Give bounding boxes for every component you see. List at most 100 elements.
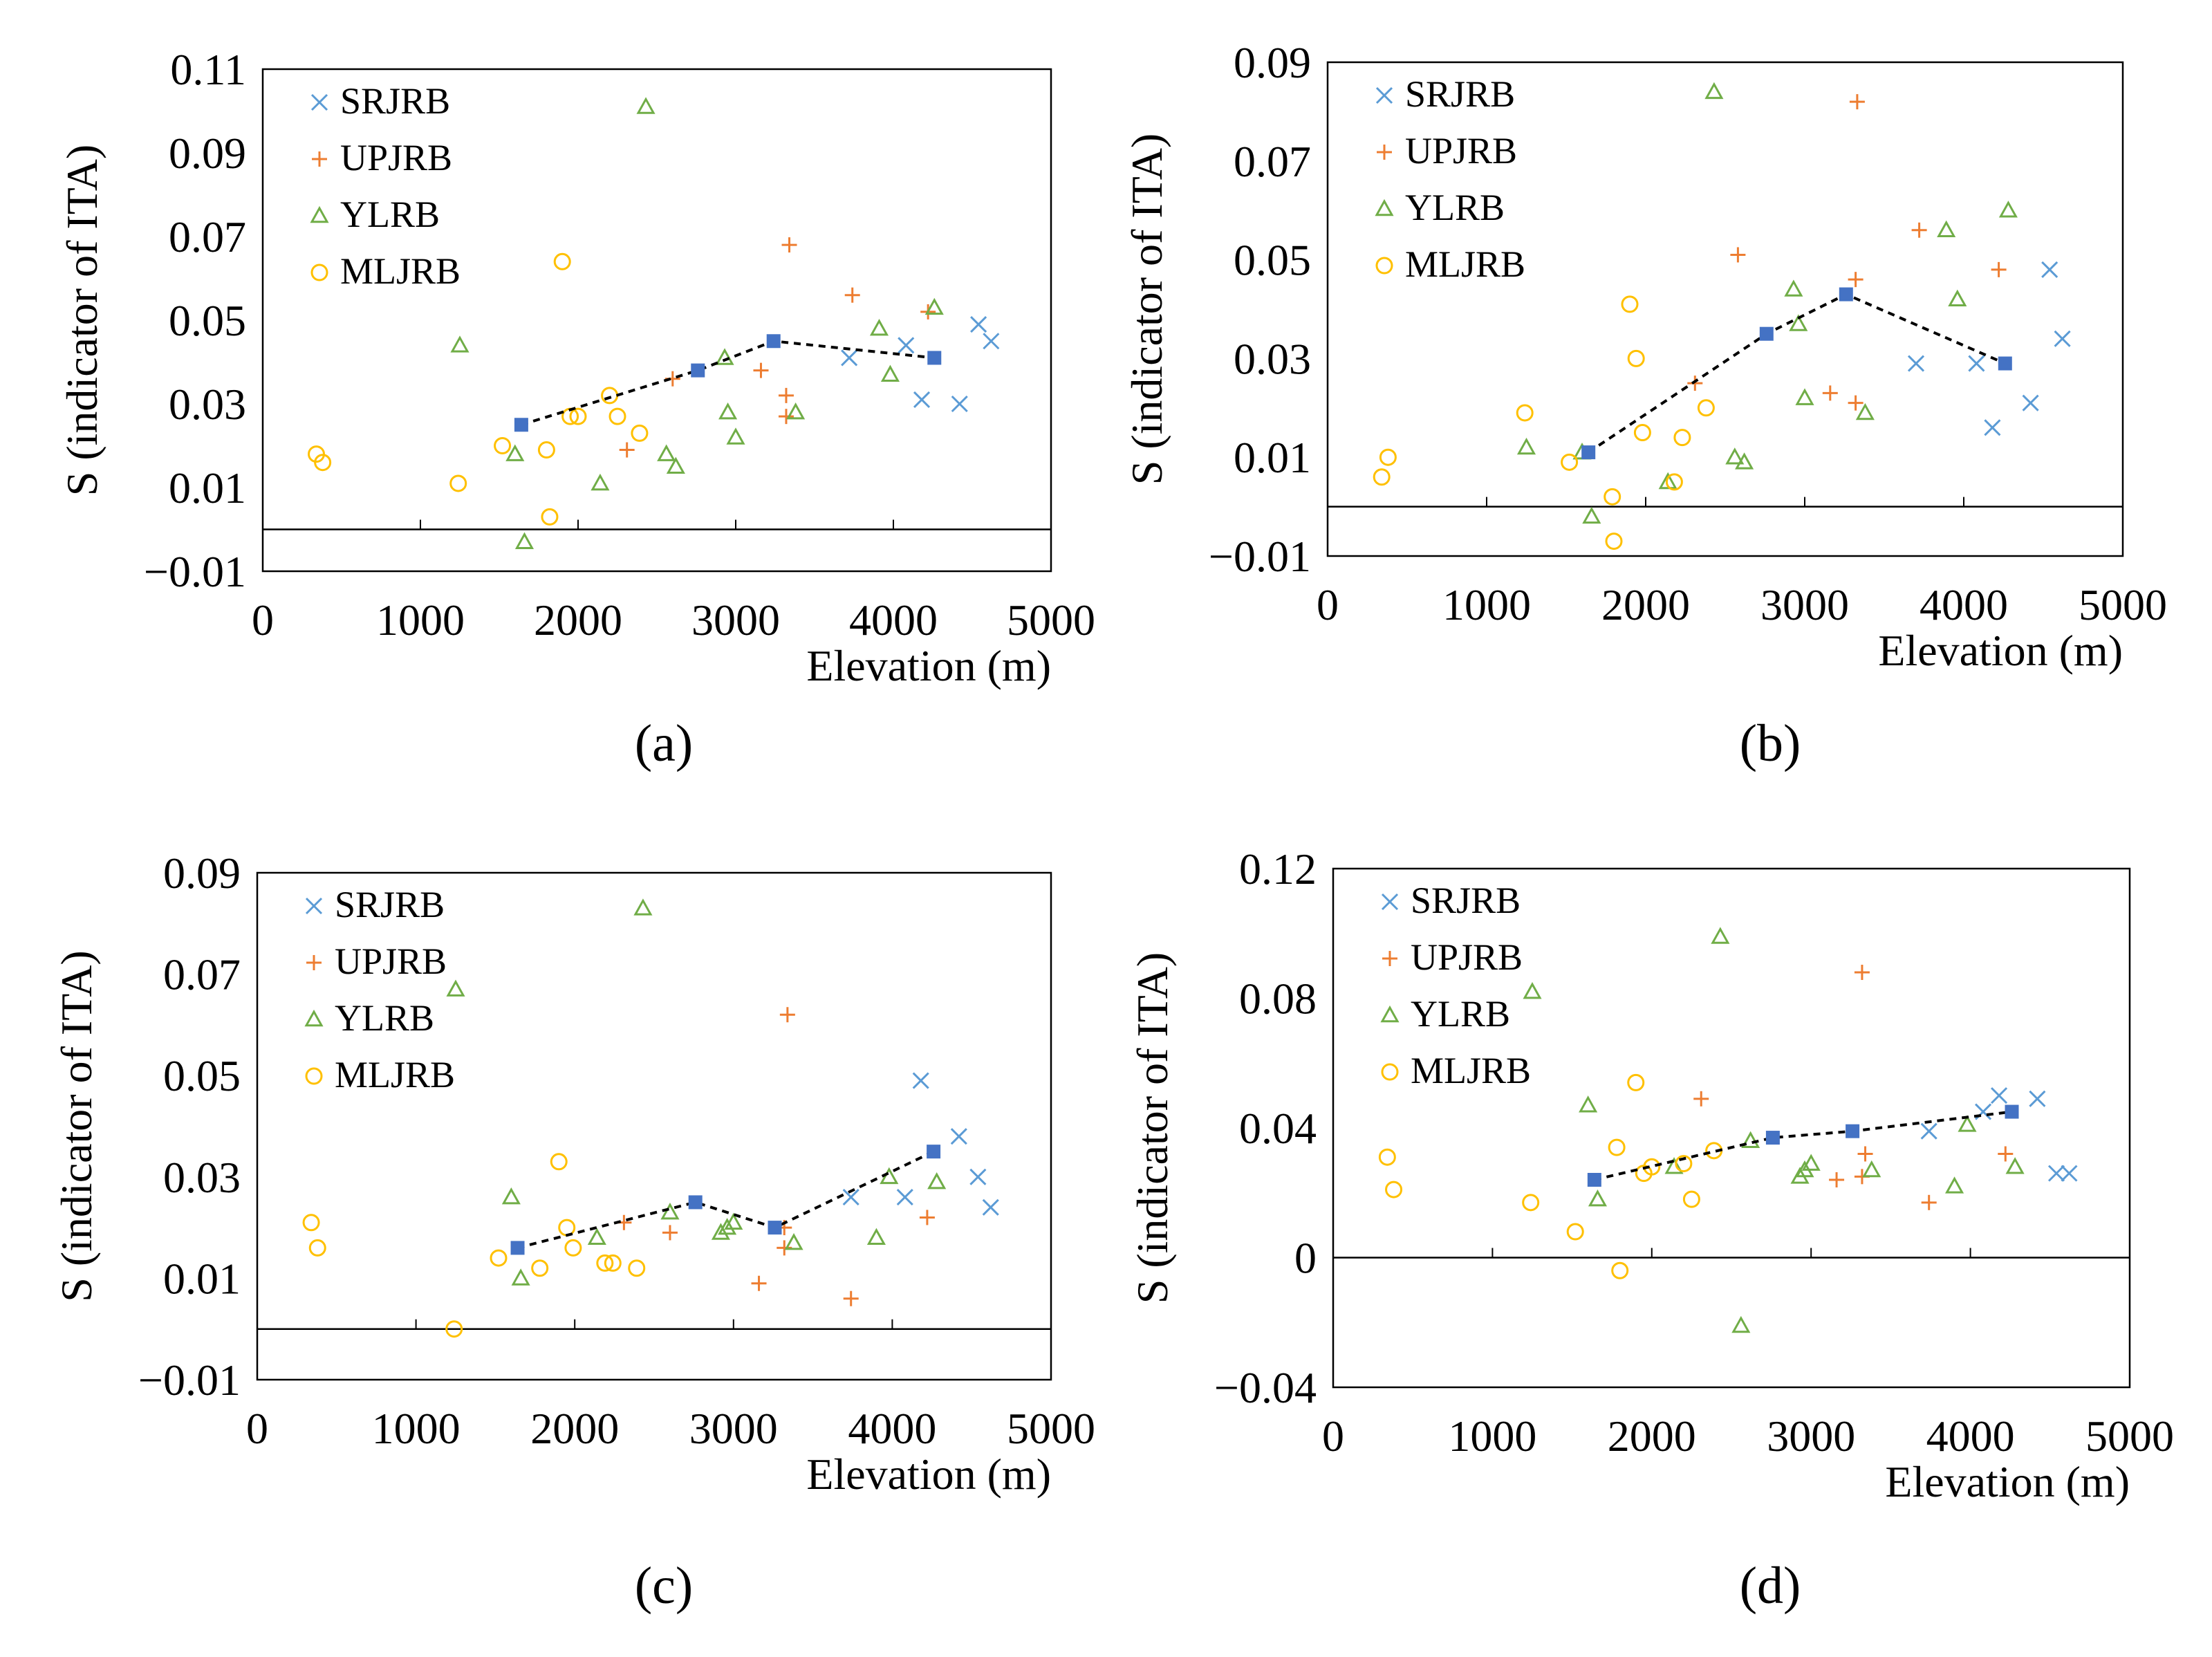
panel-c-point-mljrb [302,1214,320,1232]
panel-d-x-tick-label: 4000 [1926,1411,2015,1461]
panel-b-trend-marker [1839,287,1853,302]
panel-a-trend-marker [927,351,942,365]
panel-b-y-tick-label: 0.07 [1234,137,1311,186]
panel-d-series-mljrb [1378,1073,1723,1279]
panel-a-point-srjrb-stroke-2 [983,333,1000,350]
panel-b-point-upjrb [1911,222,1927,238]
panel-d-point-srjrb-stroke-2 [2029,1090,2046,1107]
panel-d-point-srjrb-stroke-2 [1920,1122,1937,1140]
panel-a-x-tick-label: 5000 [1007,595,1095,645]
panel-c-x-tick-label: 2000 [530,1404,619,1453]
panel-c-point-ylrb [511,1268,530,1286]
panel-a-y-tick-label: 0.05 [169,296,246,345]
panel-d-y-tick-label: 0.08 [1239,974,1317,1024]
panel-c-legend-marker-mljrb [305,1067,323,1085]
panel-c-point-mljrb [550,1153,568,1171]
panel-c-point-ylrb [927,1172,947,1189]
panel-c-x-tick-label: 1000 [372,1404,461,1453]
panel-c-plot-frame [256,871,1052,1381]
panel-c-point-mljrb [628,1259,646,1277]
panel-b-point-mljrb [1604,488,1621,506]
panel-c-legend-label-upjrb: UPJRB [335,941,447,982]
panel-a-point-mljrb [631,424,649,442]
panel-d-point-upjrb [1998,1146,2014,1162]
panel-d-point-ylrb [1711,927,1730,944]
panel-c-point-upjrb [662,1225,678,1241]
panel-b-x-tick-label: 0 [1317,580,1339,629]
panel-a-point-upjrb [619,442,635,458]
panel-c-point-srjrb-stroke-2 [896,1189,913,1206]
panel-c-point-mljrb [531,1259,549,1277]
panel-c-legend-label-srjrb: SRJRB [335,884,445,925]
panel-d-series-upjrb [1693,965,2014,1210]
panel-b-point-srjrb-stroke-2 [2054,330,2071,347]
panel-c-legend-marker-ylrb [304,1009,324,1027]
panel-a-y-axis-title: S (indicator of ITA) [57,145,106,497]
panel-c-x-axis-title: Elevation (m) [806,1450,1051,1499]
panel-d-point-upjrb [1921,1194,1937,1210]
chart-panel-b: 0 1000 2000 3000 4000 5000 −0.01 0.01 0.03 0.05 0.… [1122,38,2167,772]
panel-b-legend-label-mljrb: MLJRB [1405,243,1525,285]
panel-d-point-mljrb [1385,1181,1403,1198]
panel-d-legend-label-ylrb: YLRB [1411,993,1510,1035]
panel-a-point-srjrb [951,395,968,413]
panel-b-point-ylrb [1784,279,1803,297]
panel-a-trend-marker [766,334,781,349]
panel-c-point-upjrb [751,1275,767,1291]
panel-c-y-tick-label: 0.03 [163,1153,241,1202]
panel-d-point-srjrb [1991,1087,2008,1104]
panel-b-point-ylrb [1789,314,1808,331]
panel-b-point-ylrb [1658,472,1677,490]
panel-c-point-srjrb-stroke-2 [982,1198,999,1216]
panel-b-point-srjrb-stroke-2 [1984,419,2001,436]
panel-b-point-srjrb [2022,394,2039,411]
panel-b-point-upjrb [1991,261,2007,277]
panel-b-point-srjrb [1907,355,1925,372]
panel-a-trend-marker [691,363,705,378]
panel-c-legend-label-mljrb: MLJRB [335,1054,455,1095]
panel-b-x-tick-label: 1000 [1442,580,1531,629]
panel-c-legend-marker-upjrb [306,955,322,970]
panel-b-point-srjrb [2041,261,2058,278]
panel-a-legend-marker-srjrb [310,93,328,111]
panel-d-point-ylrb [1523,982,1542,999]
panel-d-point-ylrb [1579,1095,1598,1113]
panel-a-legend: SRJRB UPJRB YLRB MLJRB [310,80,461,292]
panel-a-point-srjrb-stroke-2 [913,391,931,409]
panel-c-series-upjrb [616,1007,935,1306]
panel-a-y-tick-label: 0.03 [169,380,246,429]
panel-a-series-srjrb [841,315,1000,413]
panel-d-legend-marker-upjrb [1382,951,1397,966]
panel-c-point-ylrb [711,1223,730,1240]
panel-d-x-axis-title: Elevation (m) [1885,1457,2130,1506]
panel-d-trend-marker [1846,1124,1860,1138]
panel-b-y-tick-label: 0.05 [1234,236,1311,285]
panel-c-point-ylrb [446,979,465,997]
panel-b-legend-label-ylrb: YLRB [1405,187,1505,228]
panel-a-y-tick-label: 0.09 [169,129,246,178]
panel-a-point-srjrb-stroke-2 [951,395,968,413]
panel-c-point-ylrb [660,1203,680,1220]
panel-d-point-mljrb [1522,1194,1540,1212]
panel-a-series-mljrb [308,252,649,526]
panel-c-trend-marker [768,1221,782,1235]
panel-d-point-ylrb [1862,1160,1881,1178]
panel-c-x-tick-label: 4000 [848,1404,936,1453]
panel-b-trend-line [1588,293,2006,454]
panel-c-y-tick-label: 0.09 [163,849,241,898]
panel-c-series-ylrb [446,898,947,1286]
panel-c-point-srjrb [842,1189,859,1206]
chart-panel-a: 0 1000 2000 3000 4000 5000 −0.01 0.01 0.03 0.05 0.… [57,45,1095,772]
panel-d-point-upjrb [1693,1091,1709,1107]
panel-a-point-ylrb [880,364,900,382]
panel-c-point-ylrb [718,1218,737,1235]
panel-b-series-ylrb [1516,82,2018,524]
panel-d-point-ylrb [1664,1157,1684,1174]
panel-a-x-tick-label: 2000 [534,595,622,645]
panel-d-x-tick-label: 2000 [1608,1411,1696,1461]
panel-b-point-ylrb [1516,437,1536,455]
panel-a-legend-marker-srjrb-stroke-2 [310,93,328,111]
panel-b-point-srjrb [1984,419,2001,436]
panel-d-trend-line [1594,1110,2012,1181]
